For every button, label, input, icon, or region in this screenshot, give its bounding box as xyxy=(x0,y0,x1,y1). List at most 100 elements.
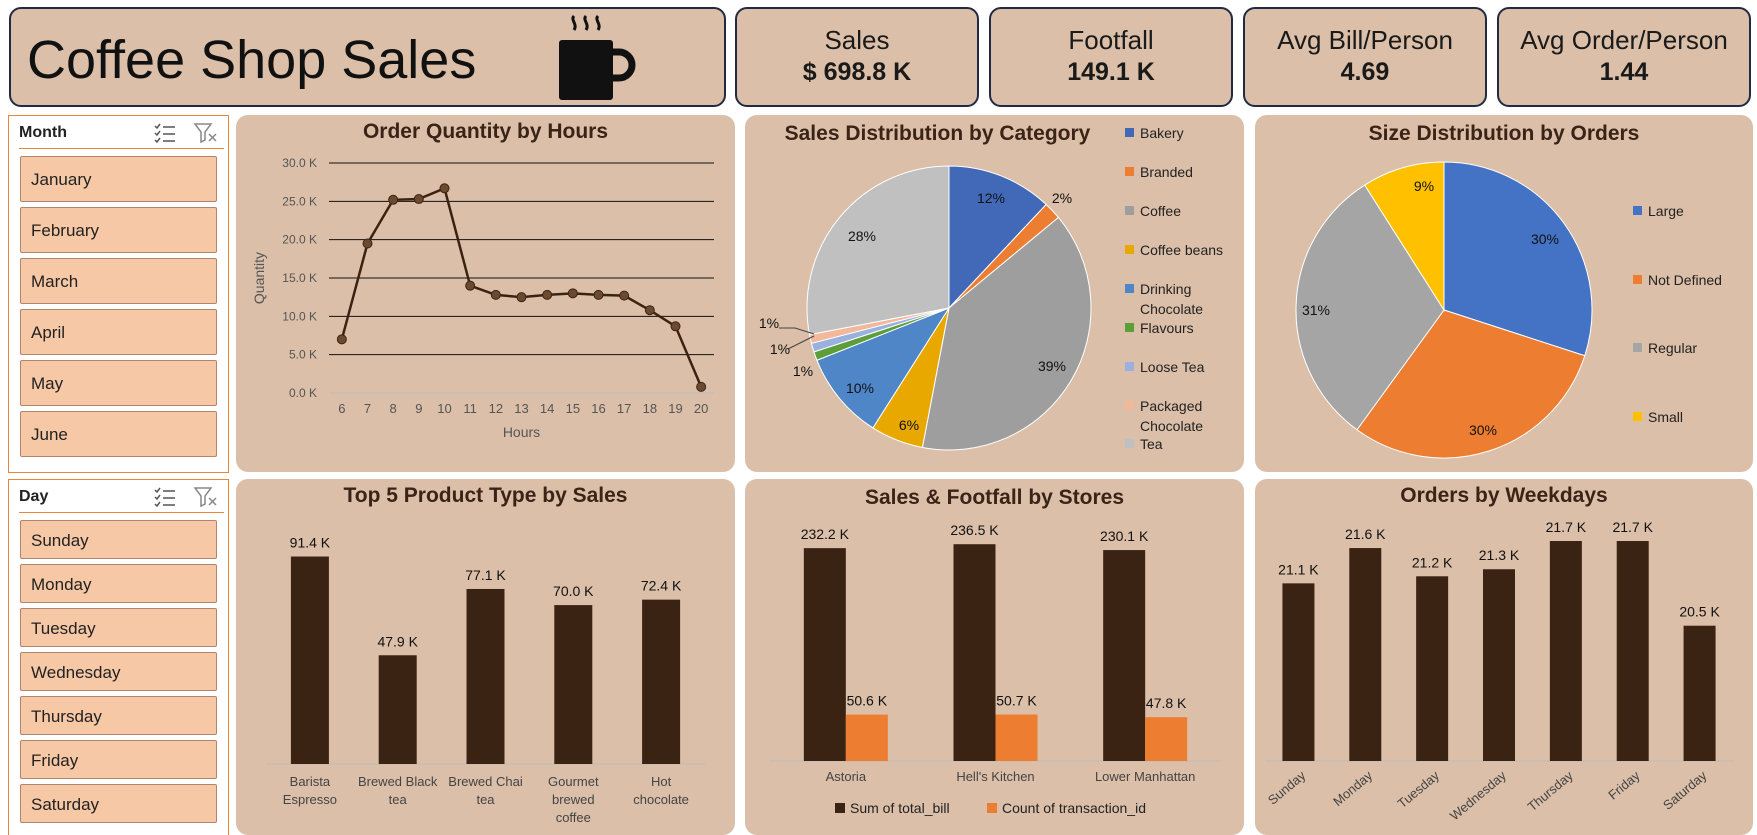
legend-label: Drinking xyxy=(1140,281,1191,297)
legend-swatch xyxy=(1125,167,1134,176)
data-label: 77.1 K xyxy=(465,567,506,583)
y-tick-label: 25.0 K xyxy=(282,194,317,208)
data-label: 21.3 K xyxy=(1479,547,1520,563)
data-point xyxy=(696,381,707,392)
data-point xyxy=(567,288,578,299)
legend-label: Regular xyxy=(1648,340,1697,356)
data-point xyxy=(593,289,604,300)
data-label: 91.4 K xyxy=(290,535,331,551)
legend-label: Coffee xyxy=(1140,203,1181,219)
legend-swatch xyxy=(1125,245,1134,254)
category-label: tea xyxy=(389,792,408,807)
slicer-item-saturday[interactable]: Saturday xyxy=(20,784,217,823)
slicer-item-may[interactable]: May xyxy=(20,360,217,406)
bar xyxy=(642,599,681,764)
legend-swatch xyxy=(1633,343,1642,352)
products-bar-chart: 91.4 K Barista Espresso 47.9 K Brewed Black t… xyxy=(266,535,705,825)
coffee-mug-icon xyxy=(559,14,636,100)
legend-label: Large xyxy=(1648,203,1684,219)
slicer-item-wednesday[interactable]: Wednesday xyxy=(20,652,217,691)
legend-label: Bakery xyxy=(1140,125,1184,141)
data-label: 21.6 K xyxy=(1345,526,1386,542)
data-label: 10% xyxy=(846,380,874,396)
bar xyxy=(1683,625,1716,761)
category-label: Friday xyxy=(1605,767,1643,802)
bar xyxy=(466,588,505,764)
slicer-item-sunday[interactable]: Sunday xyxy=(20,520,217,559)
legend-label: Not Defined xyxy=(1648,272,1722,288)
slicer-item-thursday[interactable]: Thursday xyxy=(20,696,217,735)
slicer-item-january[interactable]: January xyxy=(20,156,217,202)
clear-filter-icon[interactable] xyxy=(193,122,219,144)
hours-chart-panel: Order Quantity by Hours 0.0 K 5.0 K 10.0 K… xyxy=(236,115,735,472)
data-label: 47.9 K xyxy=(377,633,418,649)
x-axis-label: Hours xyxy=(503,424,540,440)
bar xyxy=(1549,541,1582,761)
bar xyxy=(290,556,329,764)
slicer-item-march[interactable]: March xyxy=(20,258,217,304)
data-label: 236.5 K xyxy=(950,522,999,538)
data-label: 1% xyxy=(759,315,779,331)
category-label: Barista xyxy=(290,774,331,789)
slicer-item-june[interactable]: June xyxy=(20,411,217,457)
data-label: 232.2 K xyxy=(801,526,850,542)
stores-bar-chart: 232.2 K 50.6 K Astoria 236.5 K 50.7 K Hell's … xyxy=(771,522,1220,816)
legend-swatch xyxy=(1125,206,1134,215)
hours-line-chart: 0.0 K 5.0 K 10.0 K 15.0 K 20.0 K 25.0 K 30.0 K… xyxy=(251,156,714,440)
data-point xyxy=(465,280,476,291)
header-panel: Coffee Shop Sales xyxy=(9,7,726,107)
x-tick-label: 8 xyxy=(390,401,397,416)
legend-swatch xyxy=(1125,128,1134,137)
clear-filter-icon[interactable] xyxy=(193,486,219,508)
slicer-item-april[interactable]: April xyxy=(20,309,217,355)
multi-select-icon[interactable] xyxy=(153,122,177,144)
slicer-item-february[interactable]: February xyxy=(20,207,217,253)
data-point xyxy=(490,289,501,300)
legend-label: Tea xyxy=(1140,436,1163,452)
data-point xyxy=(670,321,681,332)
slicer-item-tuesday[interactable]: Tuesday xyxy=(20,608,217,647)
data-label: 21.1 K xyxy=(1278,561,1319,577)
data-label: 1% xyxy=(770,341,790,357)
y-tick-label: 15.0 K xyxy=(282,271,317,285)
category-label: Espresso xyxy=(283,792,337,807)
x-tick-label: 12 xyxy=(489,401,503,416)
bar xyxy=(1616,541,1649,761)
x-tick-label: 20 xyxy=(694,401,708,416)
slicer-item-friday[interactable]: Friday xyxy=(20,740,217,779)
legend-label: Loose Tea xyxy=(1140,359,1205,375)
kpi-avg-bill: Avg Bill/Person 4.69 xyxy=(1243,7,1487,107)
legend-swatch xyxy=(1125,284,1134,293)
multi-select-icon[interactable] xyxy=(153,486,177,508)
stores-chart-panel: Sales & Footfall by Stores 232.2 K 50.6 K… xyxy=(745,479,1244,835)
slicer-item-monday[interactable]: Monday xyxy=(20,564,217,603)
x-tick-label: 6 xyxy=(338,401,345,416)
data-point xyxy=(413,194,424,205)
x-tick-label: 17 xyxy=(617,401,631,416)
leader-line xyxy=(787,335,815,350)
data-label: 70.0 K xyxy=(553,583,594,599)
data-label: 21.7 K xyxy=(1612,519,1653,535)
bar xyxy=(1416,576,1449,761)
bar xyxy=(1483,569,1515,761)
category-label: Sunday xyxy=(1265,767,1309,807)
pie-slice xyxy=(948,165,1047,310)
day-slicer-title: Day xyxy=(19,488,49,505)
data-label: 30% xyxy=(1531,231,1559,247)
x-tick-label: 14 xyxy=(540,401,554,416)
legend-label: Branded xyxy=(1140,164,1193,180)
legend-swatch xyxy=(1125,323,1134,332)
bar-footfall xyxy=(845,714,888,761)
data-label: 72.4 K xyxy=(641,578,682,594)
category-label: Tuesday xyxy=(1395,767,1443,811)
data-label: 39% xyxy=(1038,358,1066,374)
month-slicer: Month January February March April May J… xyxy=(8,115,229,473)
kpi-label: Footfall xyxy=(1068,25,1154,55)
x-tick-label: 15 xyxy=(566,401,580,416)
x-tick-label: 7 xyxy=(364,401,371,416)
pie-slice xyxy=(806,165,950,336)
data-label: 12% xyxy=(977,190,1005,206)
x-tick-label: 10 xyxy=(437,401,451,416)
y-tick-label: 10.0 K xyxy=(282,309,317,323)
data-point xyxy=(336,334,347,345)
